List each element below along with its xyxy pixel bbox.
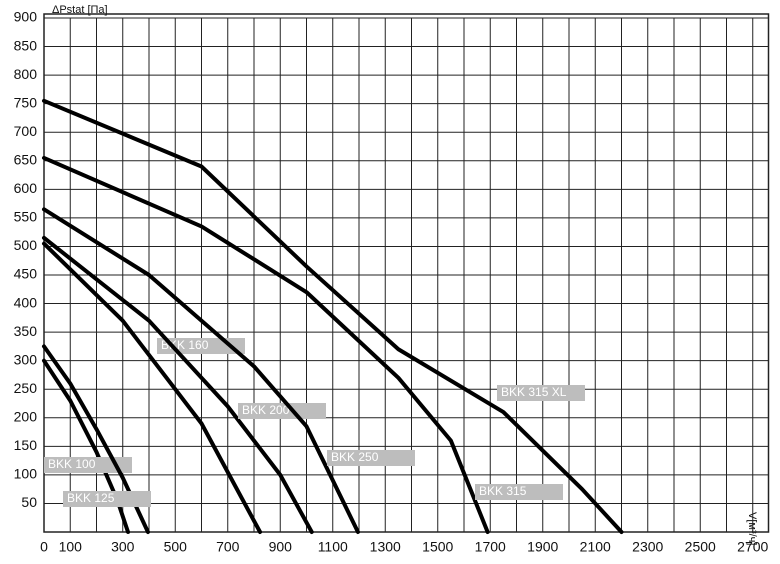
x-tick-label: 1700 xyxy=(475,539,506,555)
plot-frame xyxy=(43,13,770,533)
curve-label-box xyxy=(44,457,132,473)
y-tick-label: 250 xyxy=(14,380,38,396)
y-tick-label: 700 xyxy=(14,123,38,139)
curve-label-box xyxy=(475,484,563,500)
y-tick-label: 300 xyxy=(14,351,38,367)
y-tick-label: 800 xyxy=(14,66,38,82)
x-tick-label: 100 xyxy=(59,539,83,555)
x-tick-label: 300 xyxy=(111,539,135,555)
x-tick-label: 900 xyxy=(269,539,293,555)
x-tick-label: 2500 xyxy=(685,539,716,555)
y-tick-label: 600 xyxy=(14,180,38,196)
y-tick-label: 650 xyxy=(14,151,38,167)
x-tick-label: 2700 xyxy=(737,539,768,555)
curve-label: BKK 250 xyxy=(331,450,379,464)
curve xyxy=(42,235,314,534)
curve xyxy=(42,207,360,534)
curve-label-box xyxy=(63,491,151,507)
x-tick-label: 1100 xyxy=(318,539,348,555)
curve xyxy=(42,358,130,534)
curve-label: BKK 125 xyxy=(67,491,115,505)
y-tick-label: 850 xyxy=(14,37,38,53)
x-tick-label: 700 xyxy=(216,539,240,555)
x-tick-label: 1900 xyxy=(527,539,558,555)
y-tick-label: 500 xyxy=(14,237,38,253)
x-tick-label: 500 xyxy=(164,539,188,555)
x-tick-label: 1500 xyxy=(422,539,453,555)
y-tick-label: 200 xyxy=(14,408,38,424)
y-tick-label: 150 xyxy=(14,437,38,453)
y-tick-label: 400 xyxy=(14,294,38,310)
y-tick-label: 750 xyxy=(14,94,38,110)
y-tick-label: 100 xyxy=(14,466,38,482)
curve-label: BKK 200 xyxy=(242,403,290,417)
curve-label: BKK 100 xyxy=(48,457,96,471)
x-axis-label: V[м³/ч] xyxy=(746,512,758,545)
curve-label-box xyxy=(327,450,415,466)
y-tick-label: 350 xyxy=(14,323,38,339)
curve-label: BKK 315 XL xyxy=(501,385,567,399)
curve-label-box xyxy=(238,403,326,419)
x-tick-label: 0 xyxy=(40,539,48,555)
y-tick-label: 50 xyxy=(21,494,37,510)
x-tick-label: 2100 xyxy=(580,539,611,555)
x-tick-label: 2300 xyxy=(632,539,663,555)
curve xyxy=(42,241,263,534)
y-tick-label: 550 xyxy=(14,209,38,225)
curve-label-box xyxy=(497,385,585,401)
curve xyxy=(42,155,490,534)
y-tick-label: 900 xyxy=(14,9,38,25)
curve-label: BKK 315 xyxy=(479,484,527,498)
x-tick-label: 1300 xyxy=(370,539,401,555)
y-tick-label: 450 xyxy=(14,266,38,282)
curve xyxy=(42,98,624,534)
y-axis-label: ΔPstat [Па] xyxy=(52,4,108,16)
